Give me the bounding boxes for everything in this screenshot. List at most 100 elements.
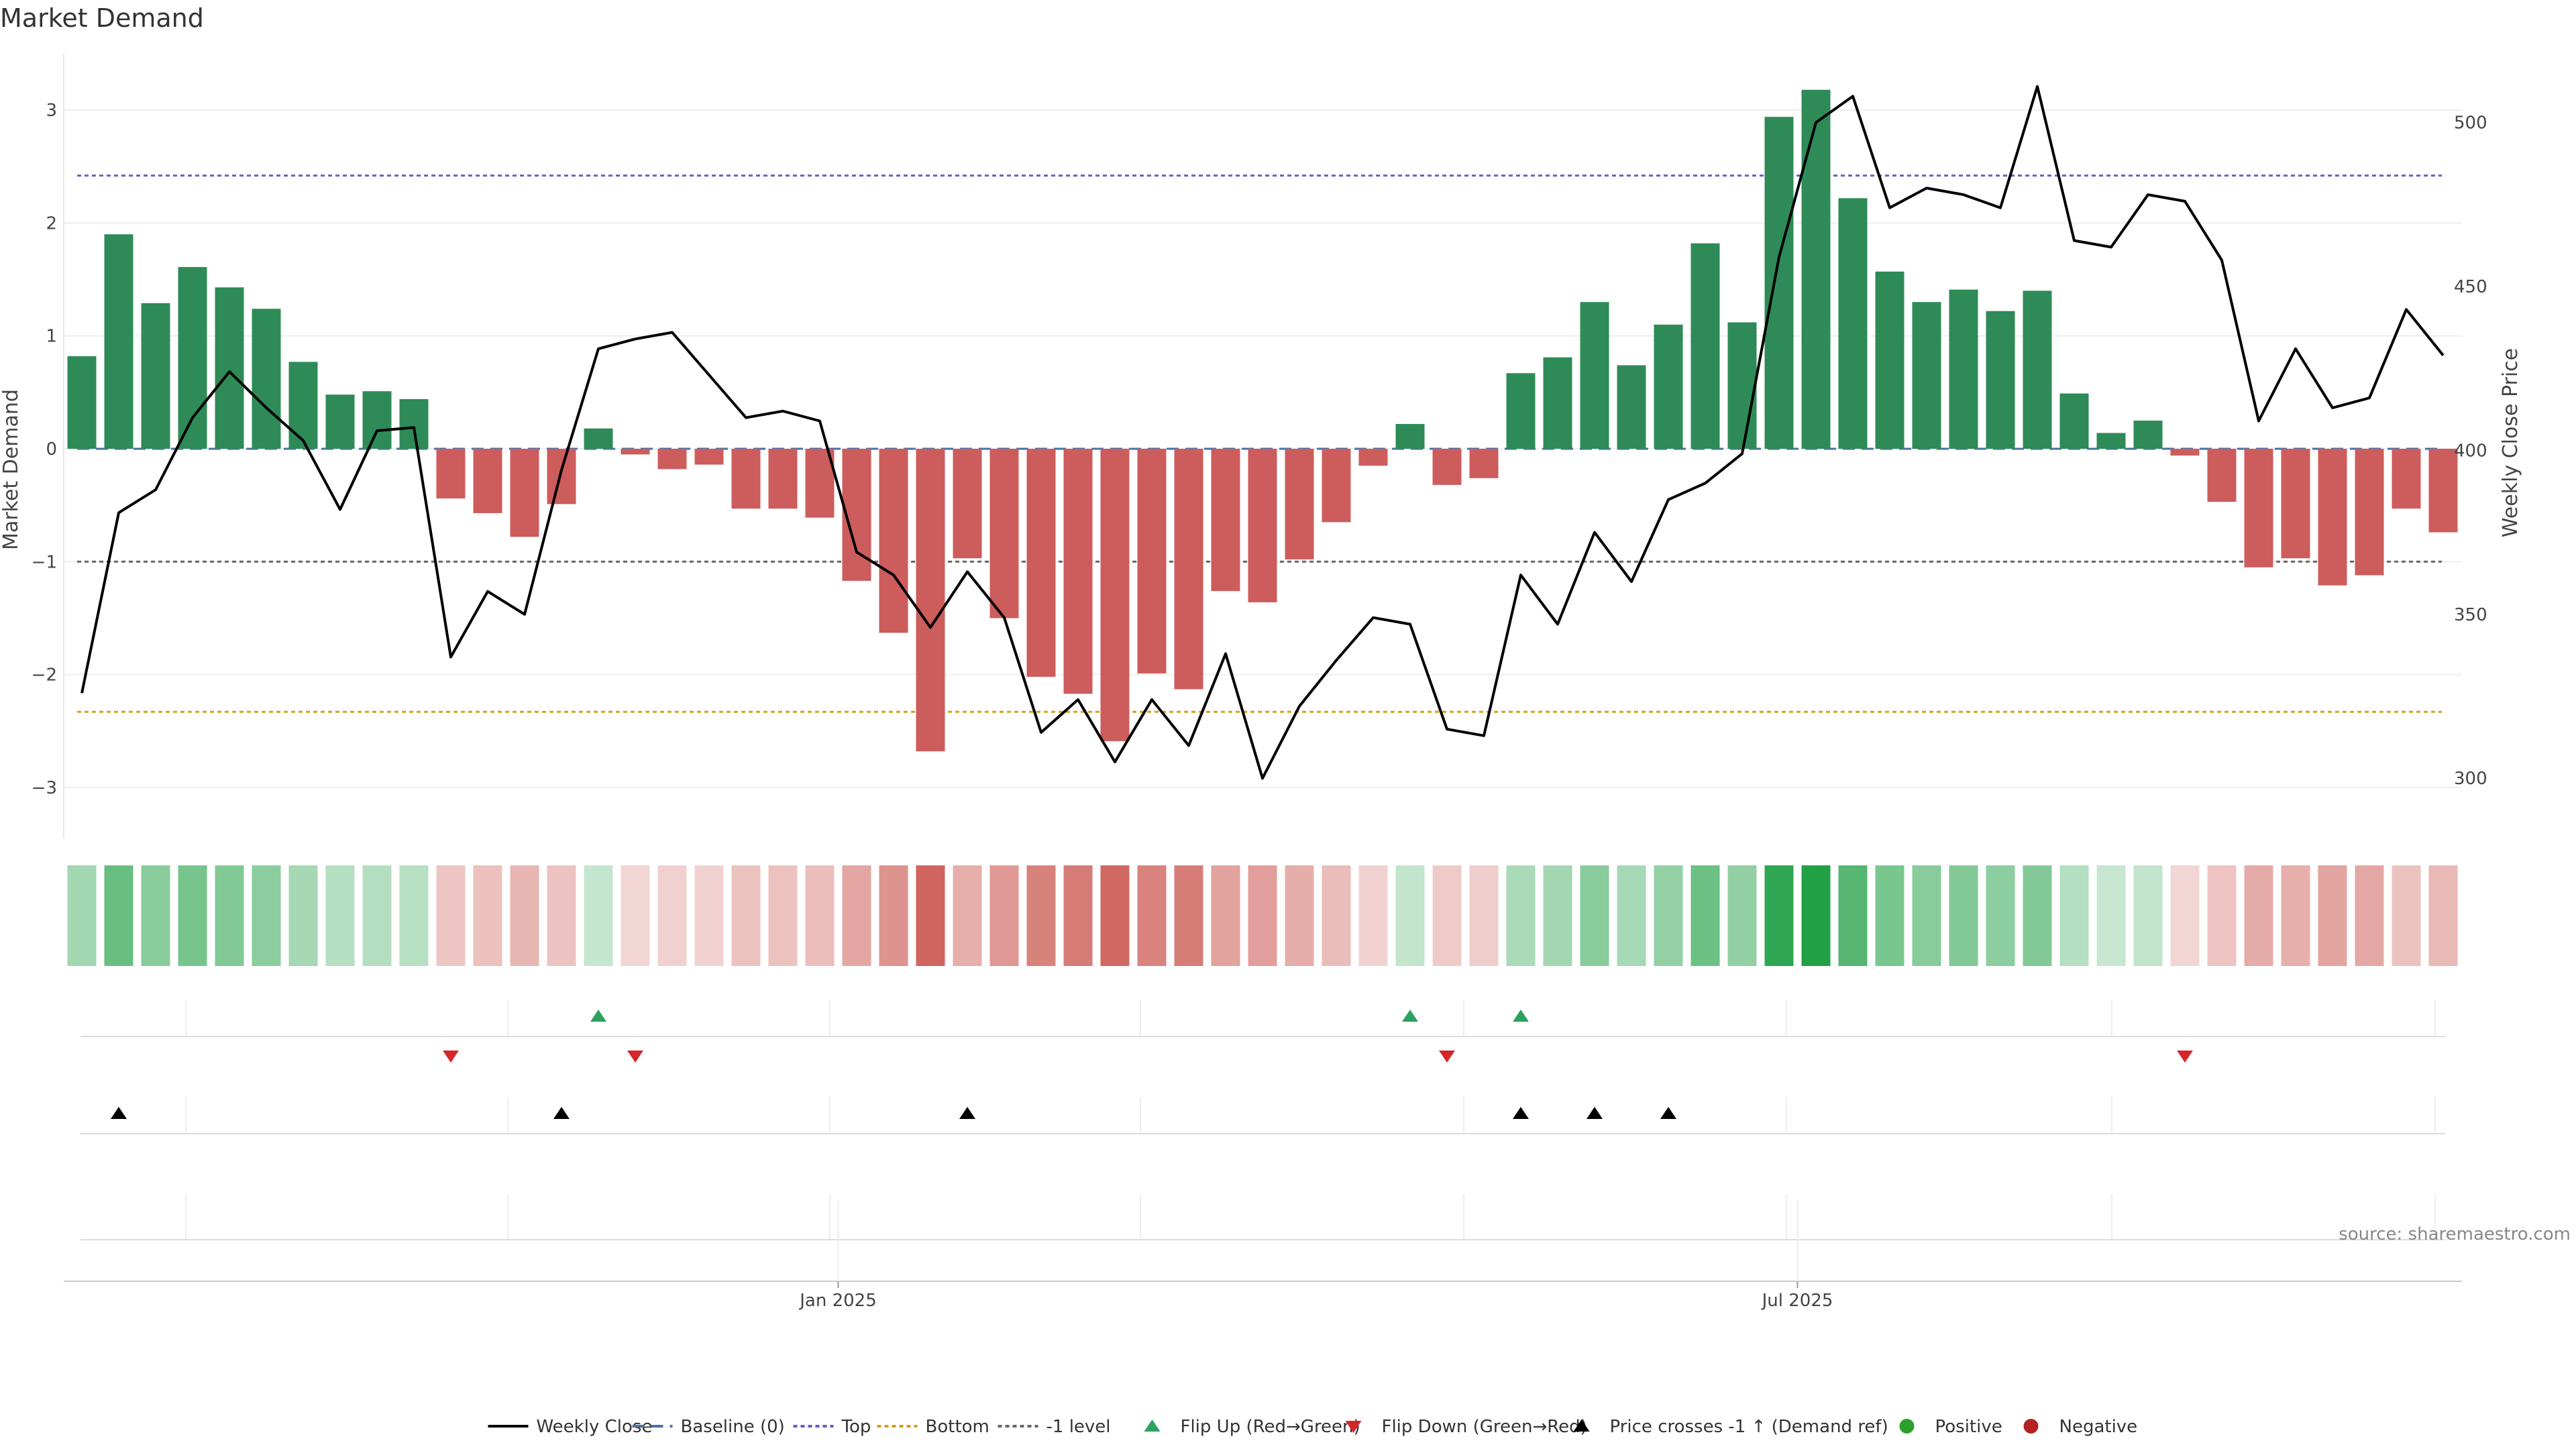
heat-cell bbox=[1617, 865, 1646, 966]
heat-cell bbox=[2318, 865, 2347, 966]
heat-cell bbox=[2355, 865, 2384, 966]
legend-label: Flip Down (Green→Red) bbox=[1382, 1417, 1587, 1437]
heat-cell bbox=[2244, 865, 2273, 966]
demand-bars bbox=[67, 89, 2458, 752]
heat-cell bbox=[2281, 865, 2310, 966]
demand-bar bbox=[1211, 449, 1240, 592]
heat-cell bbox=[768, 865, 798, 966]
legend-flip-down-swatch bbox=[1345, 1421, 1362, 1433]
flip-down-marker bbox=[1439, 1051, 1455, 1063]
left-y-axis-label: Market Demand bbox=[0, 389, 23, 550]
heat-cell bbox=[436, 865, 466, 966]
heat-cell bbox=[2392, 865, 2421, 966]
demand-bar bbox=[768, 449, 798, 509]
demand-bar bbox=[879, 449, 908, 633]
demand-bar bbox=[1543, 357, 1572, 449]
demand-bar bbox=[510, 449, 539, 537]
legend-label: Bottom bbox=[926, 1417, 989, 1437]
heat-cell bbox=[805, 865, 835, 966]
heat-cell bbox=[1543, 865, 1572, 966]
heat-cell bbox=[1248, 865, 1277, 966]
legend-label: Price crosses -1 ↑ (Demand ref) bbox=[1610, 1417, 1888, 1437]
heat-cell bbox=[1174, 865, 1203, 966]
demand-bar bbox=[215, 287, 244, 449]
demand-bar bbox=[1469, 449, 1499, 478]
legend-label: Flip Up (Red→Green) bbox=[1181, 1417, 1360, 1437]
demand-bar bbox=[1137, 449, 1167, 674]
heat-cell bbox=[621, 865, 650, 966]
demand-bar bbox=[953, 449, 982, 559]
legend-label: Baseline (0) bbox=[681, 1417, 785, 1437]
legend-positive-swatch bbox=[1899, 1419, 1915, 1434]
right-y-tick-label: 500 bbox=[2454, 113, 2487, 133]
legend-label: Negative bbox=[2059, 1417, 2138, 1437]
heat-cell bbox=[731, 865, 761, 966]
demand-bar bbox=[1838, 198, 1868, 449]
demand-bar bbox=[2318, 449, 2347, 586]
right-y-tick-label: 350 bbox=[2454, 605, 2487, 625]
right-y-tick-label: 300 bbox=[2454, 769, 2487, 789]
weekly-close-line bbox=[80, 85, 2445, 780]
left-y-tick-label: −1 bbox=[32, 552, 57, 572]
demand-bar bbox=[1432, 449, 1462, 485]
demand-bar bbox=[1986, 311, 2015, 449]
chart-title: Market Demand bbox=[0, 3, 204, 33]
demand-bar bbox=[1174, 449, 1203, 690]
x-tick-label: Jan 2025 bbox=[798, 1291, 877, 1311]
heat-cell bbox=[1949, 865, 1978, 966]
heat-cell bbox=[2428, 865, 2458, 966]
heat-cell bbox=[510, 865, 539, 966]
demand-bar bbox=[104, 234, 133, 449]
demand-bar bbox=[1506, 373, 1536, 449]
legend-item-close: Weekly Close bbox=[488, 1417, 652, 1437]
demand-bar bbox=[1654, 324, 1683, 449]
demand-bar bbox=[731, 449, 761, 509]
legend-item-top: Top bbox=[793, 1417, 871, 1437]
demand-bar bbox=[547, 449, 576, 504]
right-y-tick-label: 450 bbox=[2454, 277, 2487, 297]
event-marker-panels bbox=[80, 1000, 2445, 1240]
legend-flip-up-swatch bbox=[1144, 1419, 1161, 1432]
weekly-close-line-group bbox=[80, 85, 2445, 780]
demand-bar bbox=[178, 267, 207, 449]
heat-cell bbox=[1801, 865, 1831, 966]
heat-cell bbox=[362, 865, 392, 966]
demand-bar bbox=[805, 449, 835, 518]
heat-cell bbox=[1026, 865, 1056, 966]
demand-bar bbox=[1358, 449, 1388, 466]
legend-negative-swatch bbox=[2023, 1419, 2039, 1434]
heat-cell bbox=[2207, 865, 2237, 966]
demand-bar bbox=[362, 391, 392, 449]
heat-cell bbox=[2023, 865, 2052, 966]
left-y-tick-label: 1 bbox=[46, 327, 57, 347]
left-y-tick-label: 0 bbox=[46, 439, 57, 460]
heat-cell bbox=[1727, 865, 1757, 966]
demand-bar bbox=[325, 394, 355, 449]
demand-bar bbox=[2392, 449, 2421, 509]
heat-cell bbox=[1469, 865, 1499, 966]
demand-bar bbox=[1764, 117, 1794, 449]
legend-item-flip_down: Flip Down (Green→Red) bbox=[1345, 1417, 1587, 1437]
heat-cell bbox=[1063, 865, 1093, 966]
flip-up-marker bbox=[1402, 1010, 1418, 1022]
demand-bar bbox=[1801, 89, 1831, 449]
demand-bar bbox=[989, 449, 1019, 619]
left-y-tick-label: −2 bbox=[32, 665, 57, 686]
right-y-axis-label: Weekly Close Price bbox=[2499, 348, 2522, 537]
heat-cell bbox=[288, 865, 318, 966]
demand-bar bbox=[67, 356, 97, 449]
heat-cell bbox=[1912, 865, 1941, 966]
heat-cell bbox=[584, 865, 613, 966]
heat-cell bbox=[215, 865, 244, 966]
price-cross-marker bbox=[959, 1107, 975, 1119]
demand-bar bbox=[288, 362, 318, 449]
heat-cell bbox=[473, 865, 502, 966]
source-credit: source: sharemaestro.com bbox=[2339, 1224, 2571, 1244]
heat-cell bbox=[1506, 865, 1536, 966]
heat-cell bbox=[842, 865, 871, 966]
right-y-axis-ticks: 500 450 400 350 300 bbox=[2454, 113, 2487, 790]
price-cross-marker bbox=[553, 1107, 570, 1119]
price-cross-marker bbox=[1587, 1107, 1603, 1119]
demand-bar bbox=[916, 449, 945, 752]
flip-down-marker bbox=[443, 1051, 459, 1063]
